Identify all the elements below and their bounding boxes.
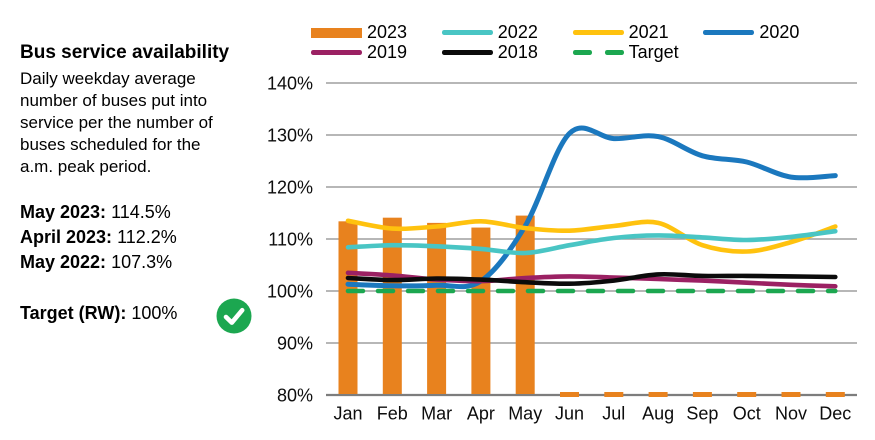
legend-item-target: Target — [572, 41, 704, 63]
x-axis-labels: Jan Feb Mar Apr May Jun Jul Aug Sep Oct Nov Dec — [333, 404, 851, 424]
series-line-2018 — [345, 271, 838, 287]
legend-swatch-2020-icon — [703, 30, 755, 36]
stat-value: 107.3% — [111, 252, 173, 272]
y-tick-label-130: 130% — [267, 126, 313, 146]
legend-swatch-2022-icon — [441, 30, 493, 36]
legend-item-2023: 2023 — [311, 23, 442, 43]
legend-swatch-2018-icon — [441, 49, 493, 55]
x-tick-label-apr: Apr — [467, 404, 495, 424]
line-path-2021 — [345, 218, 838, 254]
gridlines — [326, 82, 857, 397]
legend-item-2022: 2022 — [441, 22, 573, 43]
series-line-2021 — [345, 218, 838, 254]
stat-value: 112.2% — [117, 227, 177, 247]
legend-label-2019: 2019 — [367, 41, 408, 62]
legend-swatch-2023-icon — [311, 27, 362, 38]
x-tick-label-jan: Jan — [333, 404, 362, 424]
bar-2023-baseline-mark-sep — [692, 392, 712, 397]
y-tick-label-110: 110% — [268, 230, 313, 250]
series-line-2022 — [345, 228, 838, 256]
stat-line: May 2022: 107.3% — [20, 250, 265, 275]
x-tick-label-aug: Aug — [642, 404, 674, 424]
status-check-circle-icon — [215, 297, 253, 335]
bar-2023-baseline-mark-jun — [560, 392, 579, 397]
stats-block: May 2023: 114.5% April 2023: 112.2% May … — [20, 200, 265, 275]
bar-2023-feb — [382, 217, 402, 394]
x-tick-label-dec: Dec — [819, 404, 851, 424]
stat-label: May 2022: — [20, 252, 107, 272]
y-tick-label-120: 120% — [267, 178, 313, 198]
legend-swatch-2021-icon — [572, 30, 624, 36]
target-line: Target (RW): 100% — [20, 302, 265, 324]
bar-2023-jan — [338, 221, 358, 394]
legend-label-2020: 2020 — [759, 22, 800, 43]
info-panel: Bus service availability Daily weekday a… — [20, 42, 265, 324]
bar-2023-baseline-mark-jul — [604, 392, 624, 397]
legend-label-2021: 2021 — [628, 22, 669, 43]
bar-2023-baseline-mark-dec — [825, 392, 845, 397]
legend-item-2021: 2021 — [572, 22, 704, 43]
x-tick-label-jun: Jun — [555, 404, 584, 424]
stat-label: April 2023: — [20, 227, 113, 247]
x-tick-label-oct: Oct — [733, 404, 761, 424]
x-tick-label-jul: Jul — [602, 404, 625, 424]
line-path-2020 — [345, 125, 838, 290]
stat-label: May 2023: — [20, 202, 107, 222]
legend-item-2019: 2019 — [311, 41, 442, 63]
legend-label-2022: 2022 — [497, 22, 538, 43]
bar-2023-may — [515, 215, 535, 394]
metric-description: Daily weekday average number of buses pu… — [20, 69, 213, 176]
chart-legend: 2023 2022 2021 2020 2019 2018 Target — [311, 23, 871, 62]
x-tick-label-nov: Nov — [775, 404, 807, 424]
y-axis-labels: 80% 90% 100% 110% 120% 130% 140% — [267, 74, 313, 406]
legend-swatch-2019-icon — [311, 49, 362, 55]
stat-value: 114.5% — [111, 202, 171, 222]
page-title: Bus service availability — [20, 42, 230, 63]
bar-2023-baseline-mark-aug — [648, 392, 668, 397]
line-path-2022 — [345, 228, 838, 256]
legend-row: 2019 2018 Target — [311, 41, 871, 63]
stat-line: April 2023: 112.2% — [20, 225, 265, 250]
legend-item-2018: 2018 — [441, 41, 573, 63]
bar-2023-baseline-mark-oct — [737, 392, 757, 397]
y-tick-label-90: 90% — [277, 334, 313, 354]
legend-label-2018: 2018 — [497, 41, 538, 62]
x-tick-label-mar: Mar — [421, 404, 452, 424]
bar-2023-mar — [427, 222, 447, 394]
stat-line: May 2023: 114.5% — [20, 200, 265, 225]
bar-2023-baseline-mark-nov — [781, 392, 801, 397]
x-tick-label-sep: Sep — [686, 404, 718, 424]
check-circle-icon — [216, 298, 252, 334]
line-path-2018 — [345, 271, 838, 287]
legend-label-target: Target — [628, 41, 679, 62]
series-line-2020 — [345, 125, 838, 290]
legend-swatch-target-icon — [572, 49, 624, 55]
x-tick-label-feb: Feb — [377, 404, 408, 424]
bar-2023-apr — [471, 227, 491, 394]
legend-label-2023: 2023 — [367, 22, 408, 43]
y-tick-label-100: 100% — [267, 282, 313, 302]
series-bars-2023 — [338, 215, 845, 397]
target-value: 100% — [131, 303, 178, 323]
legend-item-2020: 2020 — [703, 23, 834, 43]
target-label: Target (RW): — [20, 303, 127, 323]
x-tick-label-may: May — [508, 404, 542, 424]
legend-row: 2023 2022 2021 2020 — [311, 23, 871, 43]
y-tick-label-80: 80% — [277, 386, 313, 406]
y-tick-label-140: 140% — [267, 74, 313, 94]
